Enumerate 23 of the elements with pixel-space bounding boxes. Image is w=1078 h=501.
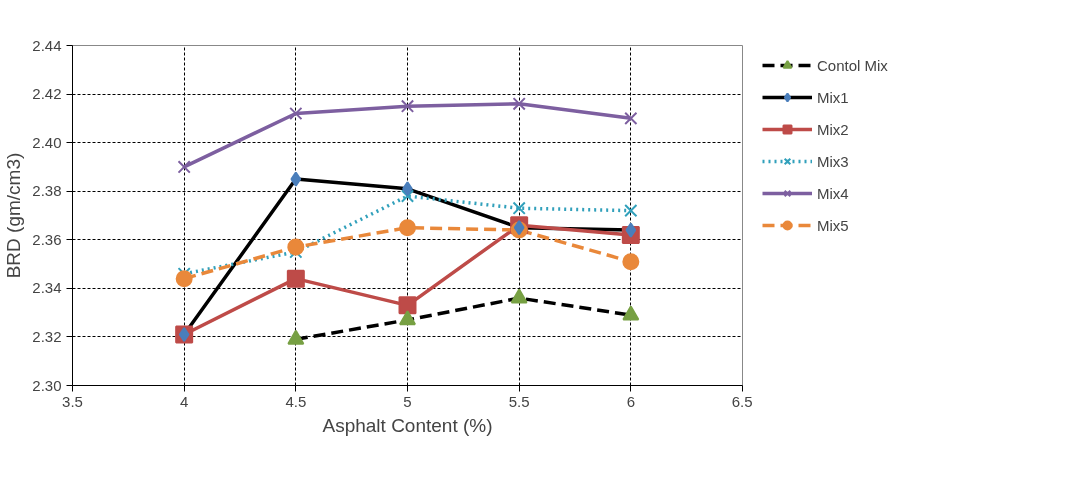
legend-label: Mix1 bbox=[817, 88, 849, 106]
legend-label: Mix3 bbox=[817, 152, 849, 170]
legend-label: Mix2 bbox=[817, 120, 849, 138]
y-tick-label: 2.30 bbox=[32, 376, 62, 394]
x-tick-label: 6.5 bbox=[731, 392, 753, 410]
x-tick-label: 4.5 bbox=[285, 392, 307, 410]
x-tick-label: 5.5 bbox=[508, 392, 530, 410]
x-tick-label: 3.5 bbox=[62, 392, 83, 410]
x-tick-label: 4 bbox=[180, 392, 189, 410]
y-tick-label: 2.40 bbox=[32, 133, 62, 151]
y-tick-label: 2.34 bbox=[32, 279, 62, 297]
y-tick-label: 2.44 bbox=[32, 36, 62, 54]
legend-label: Contol Mix bbox=[817, 56, 888, 74]
y-tick-label: 2.32 bbox=[32, 327, 62, 345]
y-axis-title: BRD (gm/cm3) bbox=[3, 152, 25, 279]
y-tick-label: 2.42 bbox=[32, 85, 62, 103]
y-tick-label: 2.36 bbox=[32, 230, 62, 248]
x-tick-label: 6 bbox=[626, 392, 636, 410]
y-tick-label: 2.38 bbox=[32, 182, 62, 200]
x-tick-label: 5 bbox=[403, 392, 412, 410]
x-axis-title: Asphalt Content (%) bbox=[322, 414, 493, 436]
legend-label: Mix4 bbox=[817, 184, 849, 202]
legend-label: Mix5 bbox=[817, 216, 849, 234]
